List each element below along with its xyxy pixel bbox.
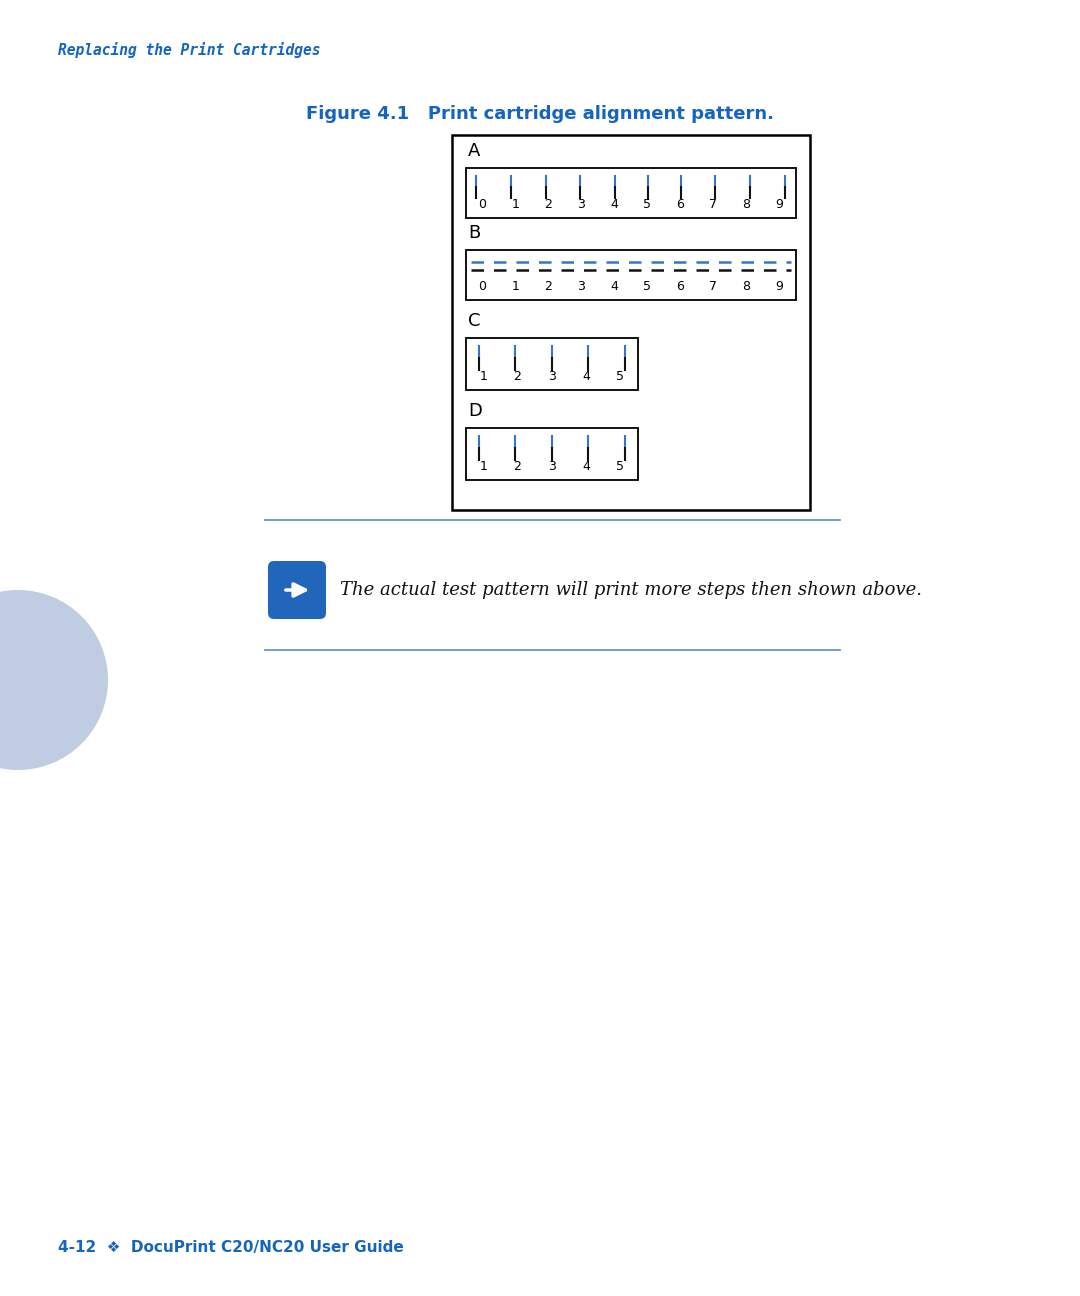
Text: D: D bbox=[468, 402, 482, 420]
Text: 4-12  ❖  DocuPrint C20/NC20 User Guide: 4-12 ❖ DocuPrint C20/NC20 User Guide bbox=[58, 1240, 404, 1255]
Text: 3: 3 bbox=[548, 369, 556, 384]
Text: 1: 1 bbox=[512, 198, 519, 211]
Text: Replacing the Print Cartridges: Replacing the Print Cartridges bbox=[58, 41, 321, 58]
Text: 8: 8 bbox=[743, 198, 751, 211]
Text: 4: 4 bbox=[582, 460, 590, 473]
Bar bbox=[465, 428, 637, 480]
Text: Figure 4.1   Print cartridge alignment pattern.: Figure 4.1 Print cartridge alignment pat… bbox=[306, 105, 774, 123]
Text: 5: 5 bbox=[644, 280, 651, 293]
Text: The actual test pattern will print more steps then shown above.: The actual test pattern will print more … bbox=[340, 581, 922, 599]
Bar bbox=[453, 135, 810, 511]
Text: 3: 3 bbox=[578, 280, 585, 293]
Text: 4: 4 bbox=[582, 369, 590, 384]
Text: 9: 9 bbox=[775, 198, 783, 211]
Text: 1: 1 bbox=[480, 460, 487, 473]
Bar bbox=[465, 338, 637, 390]
Text: 2: 2 bbox=[544, 280, 553, 293]
Text: 9: 9 bbox=[775, 280, 783, 293]
Text: 5: 5 bbox=[617, 369, 624, 384]
Text: 6: 6 bbox=[676, 280, 685, 293]
Bar bbox=[465, 250, 796, 299]
Text: 4: 4 bbox=[610, 280, 619, 293]
Text: 3: 3 bbox=[548, 460, 556, 473]
Text: 5: 5 bbox=[644, 198, 651, 211]
Text: 7: 7 bbox=[710, 280, 717, 293]
Text: B: B bbox=[468, 224, 481, 242]
Text: C: C bbox=[468, 312, 481, 330]
FancyBboxPatch shape bbox=[268, 561, 326, 619]
Text: 2: 2 bbox=[514, 460, 522, 473]
Text: 2: 2 bbox=[514, 369, 522, 384]
Text: A: A bbox=[468, 143, 481, 159]
Text: 7: 7 bbox=[710, 198, 717, 211]
Text: 1: 1 bbox=[480, 369, 487, 384]
Bar bbox=[465, 168, 796, 218]
Text: 4: 4 bbox=[610, 198, 619, 211]
Text: 0: 0 bbox=[478, 280, 486, 293]
Text: 1: 1 bbox=[512, 280, 519, 293]
Circle shape bbox=[0, 590, 108, 770]
Text: 2: 2 bbox=[544, 198, 553, 211]
Text: 5: 5 bbox=[617, 460, 624, 473]
Text: 3: 3 bbox=[578, 198, 585, 211]
Text: 8: 8 bbox=[743, 280, 751, 293]
Text: 6: 6 bbox=[676, 198, 685, 211]
Text: 0: 0 bbox=[478, 198, 486, 211]
